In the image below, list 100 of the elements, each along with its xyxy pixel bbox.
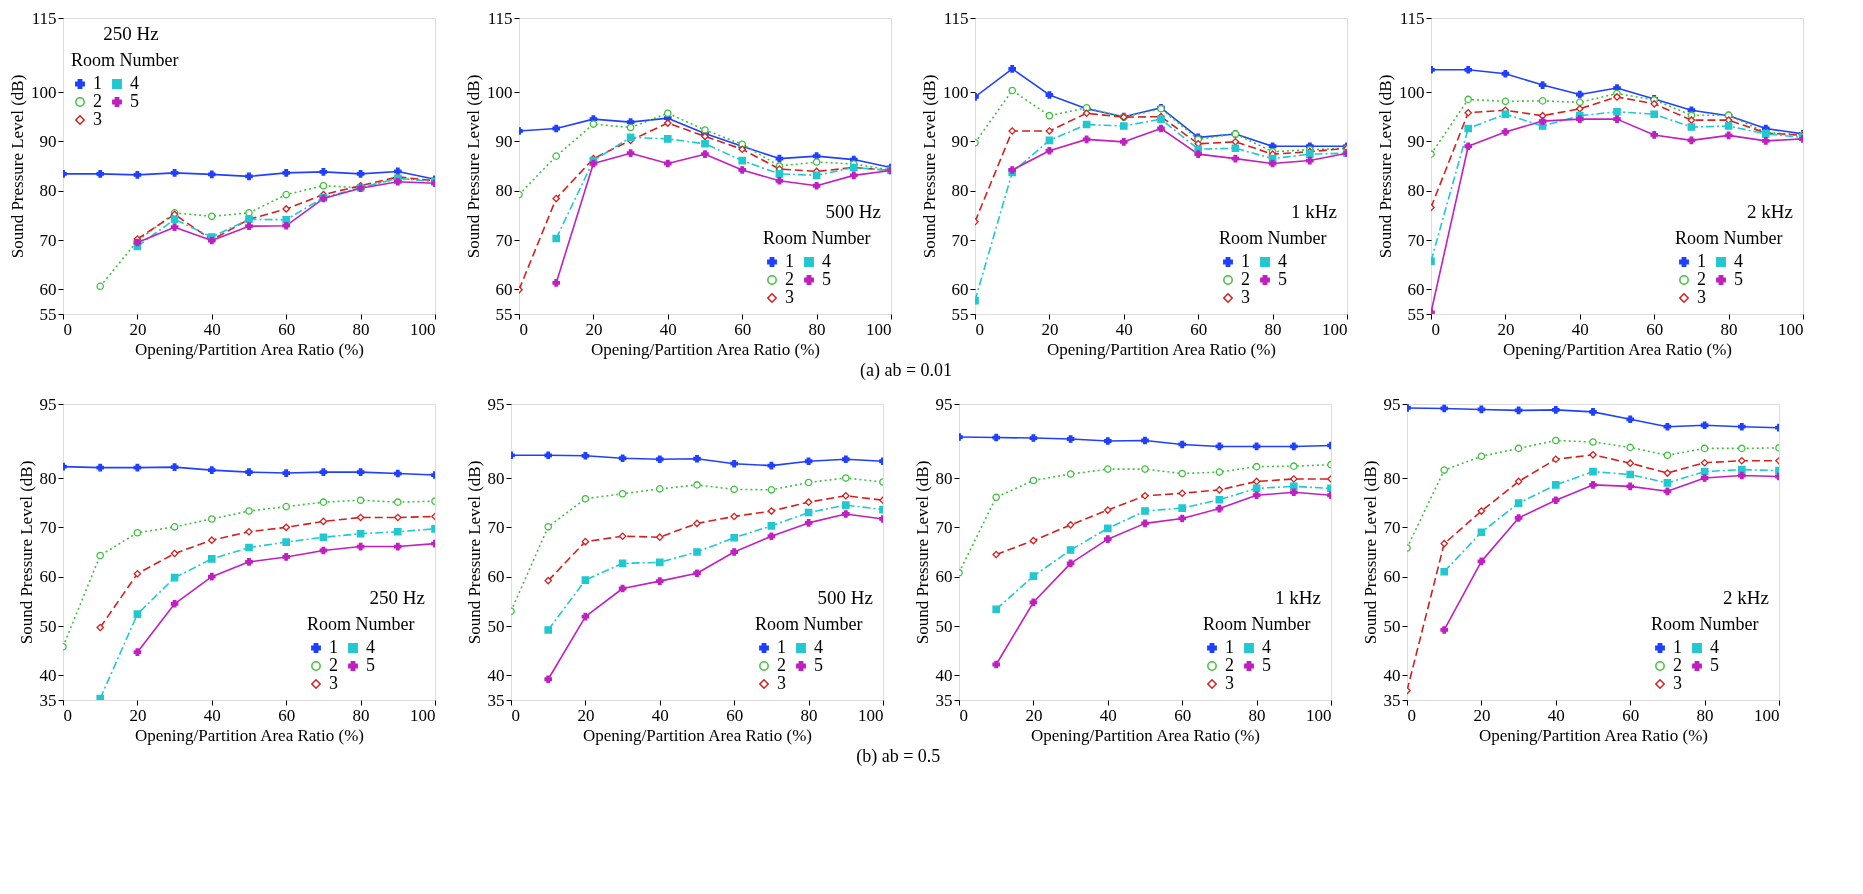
y-tick-label: 70 bbox=[39, 230, 57, 250]
y-tick-label: 35 bbox=[39, 690, 57, 710]
x-tick-label: 60 bbox=[1190, 319, 1208, 339]
x-tick-label: 20 bbox=[1497, 319, 1515, 339]
x-axis-title: Opening/Partition Area Ratio (%) bbox=[1047, 339, 1276, 359]
y-axis-title: Sound Pressure Level (dB) bbox=[8, 74, 27, 259]
x-tick-label: 20 bbox=[577, 705, 595, 725]
y-tick-label: 60 bbox=[1383, 567, 1401, 587]
x-axis-title: Opening/Partition Area Ratio (%) bbox=[135, 725, 364, 745]
y-tick-label: 60 bbox=[1407, 279, 1425, 299]
x-tick-label: 80 bbox=[1248, 705, 1266, 725]
y-tick-label: 80 bbox=[951, 181, 969, 201]
legend-label: 4 bbox=[1262, 637, 1271, 657]
legend-label: 1 bbox=[93, 73, 102, 93]
x-tick-label: 80 bbox=[352, 319, 370, 339]
x-tick-label: 80 bbox=[800, 705, 818, 725]
legend-label: 2 bbox=[1673, 655, 1682, 675]
x-tick-label: 60 bbox=[734, 319, 752, 339]
legend-label: 4 bbox=[1710, 637, 1719, 657]
y-tick-label: 60 bbox=[495, 279, 513, 299]
x-axis-title: Opening/Partition Area Ratio (%) bbox=[1031, 725, 1260, 745]
legend-label: 2 bbox=[1697, 269, 1706, 289]
legend-label: 4 bbox=[814, 637, 823, 657]
legend-label: 5 bbox=[366, 655, 375, 675]
x-axis-title: Opening/Partition Area Ratio (%) bbox=[591, 339, 820, 359]
x-tick-label: 100 bbox=[410, 319, 436, 339]
legend-title: Room Number bbox=[71, 50, 179, 70]
x-tick-label: 40 bbox=[1115, 319, 1133, 339]
legend-label: 3 bbox=[1673, 673, 1682, 693]
x-tick-label: 40 bbox=[651, 705, 669, 725]
y-axis-title: Sound Pressure Level (dB) bbox=[912, 460, 932, 645]
y-tick-label: 80 bbox=[1383, 468, 1401, 488]
y-tick-label: 40 bbox=[1383, 665, 1401, 685]
y-tick-label: 90 bbox=[951, 131, 969, 151]
x-tick-label: 0 bbox=[63, 319, 72, 339]
legend-label: 5 bbox=[814, 655, 823, 675]
y-tick-label: 40 bbox=[39, 665, 57, 685]
text: 2 kHz bbox=[1723, 587, 1769, 608]
legend-label: 1 bbox=[1697, 251, 1706, 271]
y-tick-label: 40 bbox=[487, 665, 505, 685]
y-tick-label: 55 bbox=[1407, 304, 1425, 324]
y-tick-label: 70 bbox=[1407, 230, 1425, 250]
legend-title: Room Number bbox=[1219, 228, 1327, 248]
y-tick-label: 95 bbox=[39, 394, 57, 414]
y-tick-label: 50 bbox=[487, 616, 505, 636]
legend-label: 3 bbox=[1697, 287, 1706, 307]
y-tick-label: 90 bbox=[495, 131, 513, 151]
text: 500 Hz bbox=[825, 201, 881, 222]
y-tick-label: 80 bbox=[495, 181, 513, 201]
y-tick-label: 70 bbox=[39, 517, 57, 537]
x-tick-label: 40 bbox=[203, 705, 221, 725]
x-tick-label: 100 bbox=[1754, 705, 1780, 725]
y-tick-label: 50 bbox=[935, 616, 953, 636]
y-tick-label: 60 bbox=[951, 279, 969, 299]
x-tick-label: 100 bbox=[1778, 319, 1804, 339]
y-tick-label: 60 bbox=[935, 567, 953, 587]
legend-label: 3 bbox=[93, 109, 102, 129]
y-tick-label: 55 bbox=[495, 304, 513, 324]
y-tick-label: 70 bbox=[951, 230, 969, 250]
x-tick-label: 0 bbox=[63, 705, 72, 725]
text: 250 Hz bbox=[369, 587, 425, 608]
y-tick-label: 80 bbox=[487, 468, 505, 488]
y-tick-label: 70 bbox=[495, 230, 513, 250]
legend-label: 5 bbox=[822, 269, 831, 289]
legend-label: 3 bbox=[777, 673, 786, 693]
x-tick-label: 60 bbox=[1174, 705, 1192, 725]
legend-label: 2 bbox=[1225, 655, 1234, 675]
y-axis-title: Sound Pressure Level (dB) bbox=[464, 74, 483, 259]
y-tick-label: 40 bbox=[935, 665, 953, 685]
y-tick-label: 70 bbox=[1383, 517, 1401, 537]
x-tick-label: 100 bbox=[858, 705, 884, 725]
legend-label: 1 bbox=[785, 251, 794, 271]
x-tick-label: 60 bbox=[1646, 319, 1664, 339]
x-tick-label: 80 bbox=[1264, 319, 1282, 339]
y-tick-label: 100 bbox=[1399, 82, 1425, 102]
legend-label: 3 bbox=[785, 287, 794, 307]
legend-label: 1 bbox=[1241, 251, 1250, 271]
y-tick-label: 35 bbox=[935, 690, 953, 710]
x-axis-title: Opening/Partition Area Ratio (%) bbox=[1503, 339, 1732, 359]
y-tick-label: 115 bbox=[943, 8, 969, 28]
y-tick-label: 90 bbox=[1407, 131, 1425, 151]
legend-label: 2 bbox=[777, 655, 786, 675]
x-tick-label: 20 bbox=[1041, 319, 1059, 339]
y-tick-label: 55 bbox=[39, 304, 57, 324]
text: (b) ab = 0.5 bbox=[856, 745, 941, 767]
x-tick-label: 20 bbox=[129, 319, 147, 339]
y-tick-label: 60 bbox=[487, 567, 505, 587]
legend-label: 1 bbox=[1225, 637, 1234, 657]
y-tick-label: 60 bbox=[39, 567, 57, 587]
legend-title: Room Number bbox=[1203, 614, 1311, 634]
y-tick-label: 100 bbox=[487, 82, 513, 102]
x-axis-title: Opening/Partition Area Ratio (%) bbox=[1479, 725, 1708, 745]
text: (a) ab = 0.01 bbox=[859, 359, 953, 381]
y-axis-title: Sound Pressure Level (dB) bbox=[464, 460, 484, 645]
x-tick-label: 20 bbox=[585, 319, 603, 339]
legend-label: 5 bbox=[1262, 655, 1271, 675]
legend-title: Room Number bbox=[307, 614, 415, 634]
y-tick-label: 80 bbox=[935, 468, 953, 488]
legend-label: 4 bbox=[1278, 251, 1287, 271]
x-tick-label: 80 bbox=[808, 319, 826, 339]
